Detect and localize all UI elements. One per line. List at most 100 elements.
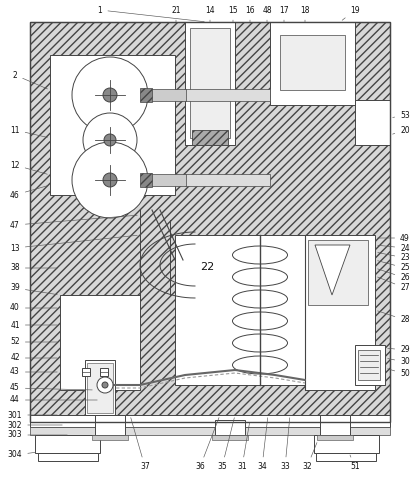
Bar (307, 240, 367, 305)
Text: 304: 304 (8, 450, 35, 459)
Bar (185, 89, 269, 101)
Text: 31: 31 (237, 423, 249, 471)
Text: 22: 22 (199, 262, 214, 272)
Text: 45: 45 (10, 383, 92, 392)
Text: 42: 42 (10, 354, 57, 362)
Text: 44: 44 (10, 395, 97, 404)
Text: 21: 21 (171, 6, 180, 22)
Ellipse shape (232, 290, 287, 308)
Bar (211, 435, 247, 440)
Bar (190, 28, 230, 138)
Text: 24: 24 (377, 243, 409, 252)
Circle shape (72, 57, 147, 133)
Text: 19: 19 (341, 6, 359, 20)
Bar (35, 435, 100, 453)
Bar (30, 22, 389, 422)
Bar (313, 435, 378, 453)
Text: 16: 16 (244, 6, 254, 22)
Text: 27: 27 (377, 277, 409, 293)
Ellipse shape (232, 268, 287, 286)
Text: 1: 1 (97, 6, 204, 22)
Text: 40: 40 (10, 304, 57, 313)
Text: 14: 14 (205, 6, 214, 22)
Text: 28: 28 (377, 311, 409, 325)
Bar (30, 22, 389, 422)
Bar (140, 88, 152, 102)
Bar (50, 55, 175, 195)
Ellipse shape (232, 356, 287, 374)
Bar (354, 100, 389, 145)
Bar (192, 130, 228, 145)
Text: 20: 20 (392, 126, 409, 134)
Polygon shape (314, 245, 349, 295)
Text: 35: 35 (216, 418, 234, 471)
Text: 30: 30 (387, 358, 409, 367)
Text: 303: 303 (8, 431, 67, 439)
Bar (357, 350, 379, 380)
Bar (30, 427, 389, 435)
Bar (38, 453, 98, 461)
Text: 50: 50 (387, 369, 409, 379)
Text: 25: 25 (377, 261, 409, 272)
Text: 17: 17 (278, 6, 288, 22)
Text: 52: 52 (10, 337, 57, 347)
Bar (82, 368, 90, 376)
Text: 2: 2 (12, 70, 47, 89)
Ellipse shape (232, 246, 287, 264)
Circle shape (103, 88, 117, 102)
Bar (92, 435, 128, 440)
Bar (354, 345, 384, 385)
Text: 51: 51 (349, 455, 359, 471)
Text: 12: 12 (10, 161, 47, 174)
Bar (315, 453, 375, 461)
Bar (87, 363, 113, 413)
Text: 46: 46 (10, 186, 47, 199)
Bar (185, 22, 235, 145)
Text: 32: 32 (301, 443, 316, 471)
Text: 41: 41 (10, 321, 57, 329)
Bar (60, 295, 140, 390)
Text: 43: 43 (10, 368, 57, 377)
Circle shape (83, 113, 137, 167)
Bar (279, 35, 344, 90)
Text: 301: 301 (8, 411, 57, 420)
Text: 33: 33 (280, 418, 289, 471)
Text: 49: 49 (377, 233, 409, 242)
Text: 36: 36 (195, 418, 218, 471)
Text: 11: 11 (10, 126, 47, 137)
Bar (147, 174, 185, 186)
Text: 47: 47 (10, 215, 137, 229)
Bar (85, 360, 115, 415)
Text: 26: 26 (377, 269, 409, 282)
Bar (316, 435, 352, 440)
Ellipse shape (232, 334, 287, 352)
Text: 13: 13 (10, 235, 137, 252)
Text: 53: 53 (392, 110, 409, 120)
Text: 38: 38 (10, 263, 57, 272)
Bar (30, 415, 389, 427)
Text: 37: 37 (131, 418, 150, 471)
Text: 18: 18 (299, 6, 309, 22)
Text: 302: 302 (8, 421, 62, 430)
Text: 29: 29 (387, 346, 409, 355)
Text: 39: 39 (10, 283, 57, 294)
Bar (140, 173, 152, 187)
Bar (185, 174, 269, 186)
Bar (319, 415, 349, 435)
Bar (147, 89, 185, 101)
Circle shape (72, 142, 147, 218)
Bar (100, 368, 108, 376)
Text: 15: 15 (228, 6, 237, 22)
Circle shape (104, 134, 116, 146)
Circle shape (102, 382, 108, 388)
Bar (214, 420, 244, 435)
Circle shape (97, 377, 113, 393)
Bar (95, 415, 125, 435)
Bar (269, 22, 354, 105)
Bar (304, 235, 374, 390)
Text: 23: 23 (377, 252, 409, 262)
Text: 48: 48 (261, 6, 271, 22)
Text: 34: 34 (256, 418, 267, 471)
Ellipse shape (232, 312, 287, 330)
Circle shape (103, 173, 117, 187)
